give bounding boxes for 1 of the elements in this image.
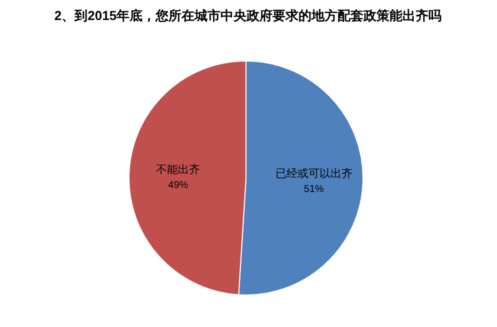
title: 2、到2015年底，您所在城市中央政府要求的地方配套政策能出齐吗 [54,8,442,23]
